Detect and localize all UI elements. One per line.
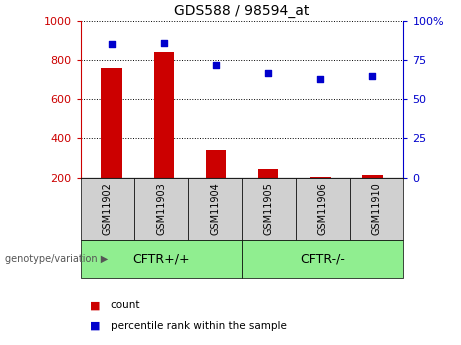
Text: genotype/variation ▶: genotype/variation ▶ <box>5 254 108 264</box>
Bar <box>101 68 122 178</box>
Point <box>264 70 272 75</box>
Text: percentile rank within the sample: percentile rank within the sample <box>111 321 287 331</box>
Text: ■: ■ <box>90 300 100 310</box>
Text: CFTR+/+: CFTR+/+ <box>133 252 190 265</box>
Bar <box>362 175 383 178</box>
Point <box>368 73 376 78</box>
Text: GSM11903: GSM11903 <box>156 183 166 235</box>
Text: GSM11904: GSM11904 <box>210 183 220 235</box>
Text: GSM11910: GSM11910 <box>372 183 382 235</box>
Text: CFTR-/-: CFTR-/- <box>300 252 345 265</box>
Text: GSM11905: GSM11905 <box>264 182 274 235</box>
Text: GSM11906: GSM11906 <box>318 183 328 235</box>
Point <box>160 40 168 46</box>
Bar <box>154 52 174 178</box>
Point <box>213 62 220 67</box>
Point <box>108 41 116 47</box>
Bar <box>258 169 278 178</box>
Bar <box>310 177 331 178</box>
Bar <box>206 150 226 178</box>
Text: GSM11902: GSM11902 <box>102 182 112 235</box>
Point <box>316 76 324 81</box>
Text: ■: ■ <box>90 321 100 331</box>
Text: count: count <box>111 300 140 310</box>
Title: GDS588 / 98594_at: GDS588 / 98594_at <box>174 4 310 18</box>
